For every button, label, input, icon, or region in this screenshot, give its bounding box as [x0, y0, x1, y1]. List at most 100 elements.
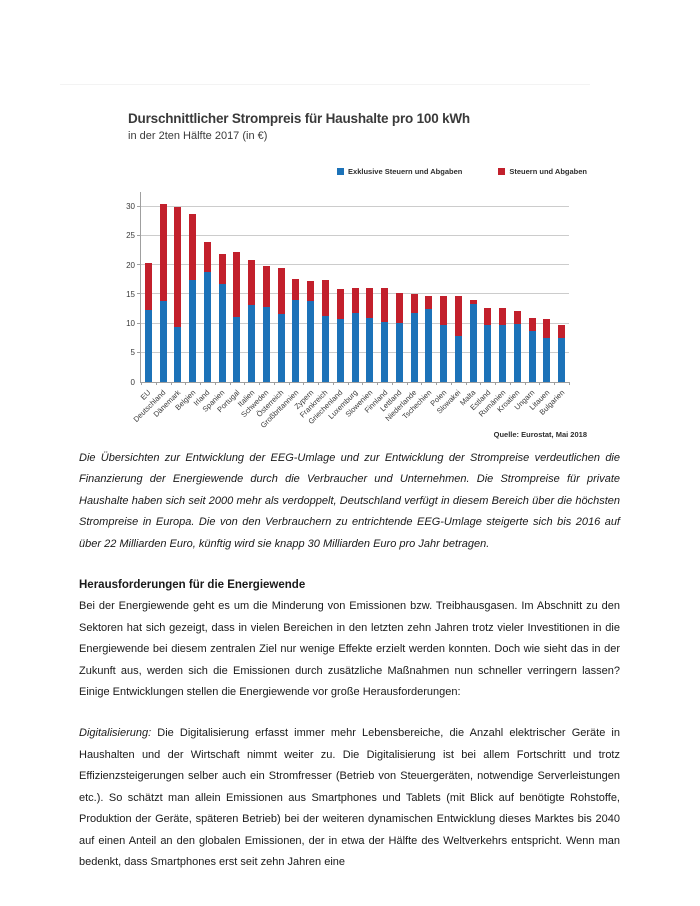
- bar-exklusive-steuern-Spanien: [218, 284, 226, 382]
- digitalisierung-text: Die Digitalisierung erfasst immer mehr L…: [79, 727, 620, 868]
- x-tickmark: [450, 382, 452, 385]
- x-tickmark: [303, 382, 305, 385]
- bar-exklusive-steuern-Rumänien: [499, 325, 507, 382]
- chart-subtitle: in der 2ten Hälfte 2017 (in €): [128, 130, 268, 142]
- x-tickmark: [332, 382, 334, 385]
- bar-steuern-Polen: [440, 296, 448, 326]
- bar-exklusive-steuern-Deutschland: [159, 300, 167, 382]
- legend-item-steuern: Steuern und Abgaben: [498, 167, 587, 176]
- bar-exklusive-steuern-Luxemburg: [351, 313, 359, 382]
- y-tickmark-30: [137, 205, 141, 207]
- bar-exklusive-steuern-Schweden: [262, 307, 270, 382]
- x-tickmark: [347, 382, 349, 385]
- bar-steuern-Schweden: [262, 265, 270, 308]
- legend-swatch-red-icon: [498, 168, 506, 175]
- bar-steuern-Dänemark: [174, 206, 182, 328]
- bar-exklusive-steuern-Kroatien: [513, 324, 521, 382]
- bar-steuern-Irland: [203, 242, 211, 272]
- x-tickmark: [362, 382, 364, 385]
- y-axis-label-5: 5: [130, 348, 135, 358]
- x-tickmark: [480, 382, 482, 385]
- bar-exklusive-steuern-EU: [144, 309, 152, 382]
- plot-area: 0 5 10 15 20 25 30 EU Deutschland Dänemark Belgien…: [126, 192, 570, 430]
- y-axis-label-0: 0: [130, 377, 135, 387]
- gridline-20: [141, 264, 569, 266]
- document-body: Die Übersichten zur Entwicklung der EEG-…: [79, 448, 620, 893]
- chart-source: Quelle: Eurostat, Mai 2018: [493, 430, 587, 439]
- bar-steuern-Ungarn: [528, 318, 536, 332]
- x-tickmark: [288, 382, 290, 385]
- bar-steuern-Luxemburg: [351, 288, 359, 314]
- x-tickmark: [421, 382, 423, 385]
- x-tickmark: [273, 382, 275, 385]
- legend-swatch-blue-icon: [337, 168, 345, 175]
- x-tickmark: [436, 382, 438, 385]
- x-tickmark: [185, 382, 187, 385]
- bar-exklusive-steuern-Niederlande: [410, 313, 418, 382]
- bar-exklusive-steuern-Griechenland: [336, 318, 344, 382]
- legend-label-steuern: Steuern und Abgaben: [509, 167, 587, 176]
- bar-exklusive-steuern-Bulgarien: [558, 337, 566, 382]
- x-tickmark: [554, 382, 556, 385]
- y-tickmark-20: [137, 264, 141, 266]
- x-tickmark: [495, 382, 497, 385]
- bar-exklusive-steuern-Lettland: [395, 322, 403, 382]
- y-axis-label-30: 30: [126, 202, 135, 212]
- x-tickmark: [465, 382, 467, 385]
- bar-steuern-Bulgarien: [558, 325, 566, 338]
- x-tickmark: [406, 382, 408, 385]
- x-tickmark: [141, 382, 142, 385]
- bar-steuern-Rumänien: [499, 307, 507, 326]
- x-tickmark: [391, 382, 393, 385]
- bar-exklusive-steuern-Zypern: [307, 300, 315, 382]
- bar-exklusive-steuern-Dänemark: [174, 327, 182, 382]
- x-tickmark: [170, 382, 172, 385]
- bar-steuern-Slowakei: [454, 296, 462, 337]
- section-heading: Herausforderungen für die Energiewende: [79, 579, 306, 592]
- chart-legend: Exklusive Steuern und Abgaben Steuern un…: [337, 167, 587, 176]
- bar-exklusive-steuern-Portugal: [233, 316, 241, 382]
- bar-steuern-Tschechien: [425, 295, 433, 309]
- bar-exklusive-steuern-Großbritannien: [292, 299, 300, 382]
- bar-steuern-Zypern: [307, 280, 315, 301]
- x-tickmark: [200, 382, 202, 385]
- bar-steuern-Spanien: [218, 253, 226, 285]
- legend-label-exklusive-steuern: Exklusive Steuern und Abgaben: [348, 167, 463, 176]
- bar-exklusive-steuern-Finnland: [381, 322, 389, 382]
- x-tickmark: [377, 382, 379, 385]
- bar-steuern-Österreich: [277, 268, 285, 314]
- bar-exklusive-steuern-Irland: [203, 271, 211, 382]
- x-tickmark: [244, 382, 246, 385]
- x-tickmark: [155, 382, 157, 385]
- strompreis-chart-figure: Durschnittlicher Strompreis für Haushalt…: [60, 84, 590, 451]
- bar-exklusive-steuern-Österreich: [277, 313, 285, 382]
- y-tickmark-5: [137, 351, 141, 353]
- bar-exklusive-steuern-Frankreich: [321, 315, 329, 382]
- gridline-30: [141, 205, 569, 207]
- bar-steuern-Großbritannien: [292, 278, 300, 300]
- bar-exklusive-steuern-Italien: [248, 305, 256, 382]
- intro-paragraph: Die Übersichten zur Entwicklung der EEG-…: [79, 452, 620, 550]
- bar-steuern-EU: [144, 262, 152, 310]
- bar-steuern-Lettland: [395, 292, 403, 323]
- y-tickmark-10: [137, 322, 141, 324]
- bar-steuern-Deutschland: [159, 204, 167, 301]
- bar-steuern-Griechenland: [336, 289, 344, 319]
- bar-exklusive-steuern-Malta: [469, 303, 477, 382]
- bar-exklusive-steuern-Estland: [484, 325, 492, 382]
- bar-exklusive-steuern-Polen: [440, 325, 448, 382]
- x-tickmark: [214, 382, 216, 385]
- x-tickmark: [318, 382, 320, 385]
- bar-exklusive-steuern-Slowakei: [454, 336, 462, 382]
- x-tickmark: [539, 382, 541, 385]
- x-tickmark: [524, 382, 526, 385]
- chart-title: Durschnittlicher Strompreis für Haushalt…: [128, 111, 470, 126]
- bar-steuern-Niederlande: [410, 293, 418, 314]
- bar-exklusive-steuern-Tschechien: [425, 308, 433, 382]
- x-tickmark: [259, 382, 261, 385]
- y-axis-label-10: 10: [126, 319, 135, 329]
- x-tickmark: [509, 382, 511, 385]
- x-tickmark: [569, 382, 570, 385]
- bar-steuern-Litauen: [543, 318, 551, 338]
- bar-steuern-Estland: [484, 307, 492, 326]
